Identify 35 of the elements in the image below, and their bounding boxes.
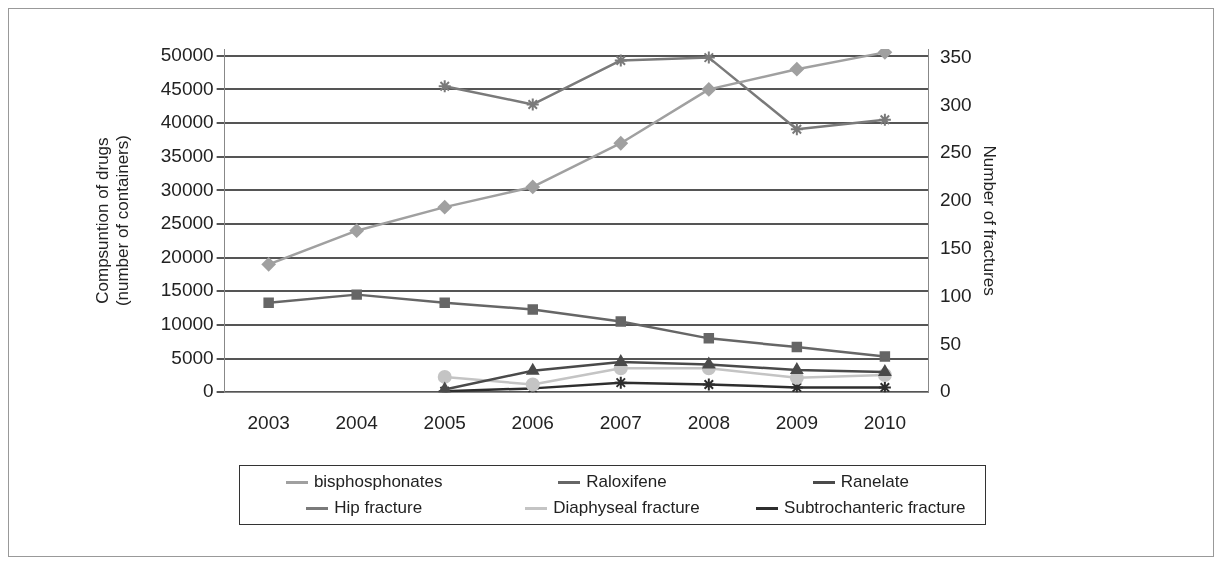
- legend-label: Subtrochanteric fracture: [783, 498, 967, 518]
- x-tick-label: 2003: [247, 411, 290, 433]
- y2-tick-label: 250: [939, 141, 972, 163]
- x-tick-label: 2005: [423, 411, 466, 433]
- y2-tick-label: 50: [939, 332, 962, 354]
- y-tick-label: 40000: [160, 111, 214, 133]
- y-tick-label: 20000: [160, 245, 214, 267]
- x-tick-label: 2010: [863, 411, 907, 433]
- y-tick-label: 35000: [160, 144, 214, 166]
- y2-axis-title: Number of fractures: [980, 145, 1000, 296]
- x-tick-label: 2007: [599, 411, 642, 433]
- y-tick-label: 0: [203, 380, 214, 402]
- x-tick-label: 2006: [511, 411, 554, 433]
- y2-tick-label: 100: [939, 284, 972, 306]
- x-tick-label: 2008: [687, 411, 730, 433]
- y2-tick-label: 0: [939, 380, 951, 402]
- y2-tick-label: 300: [939, 93, 972, 115]
- y-tick-label: 5000: [171, 346, 214, 368]
- y-tick-label: 50000: [160, 43, 214, 65]
- legend-label: Raloxifene: [585, 472, 668, 492]
- y2-tick-label: 200: [939, 189, 972, 211]
- y-tick-label: 25000: [160, 212, 214, 234]
- x-tick-label: 2009: [775, 411, 818, 433]
- y2-tick-label: 350: [939, 45, 972, 67]
- legend-label: bisphosphonates: [312, 472, 444, 492]
- legend-label: Ranelate: [839, 472, 910, 492]
- x-tick-label: 2004: [335, 411, 379, 433]
- y-tick-label: 45000: [160, 77, 214, 99]
- legend-label: Hip fracture: [333, 498, 424, 518]
- legend-label: Diaphyseal fracture: [552, 498, 701, 518]
- y-axis-title: Compsuntion of drugs (number of containers): [92, 135, 133, 307]
- y-tick-label: 30000: [160, 178, 214, 200]
- y-tick-label: 10000: [160, 313, 214, 335]
- y-tick-label: 15000: [160, 279, 214, 301]
- y2-tick-label: 150: [939, 237, 972, 259]
